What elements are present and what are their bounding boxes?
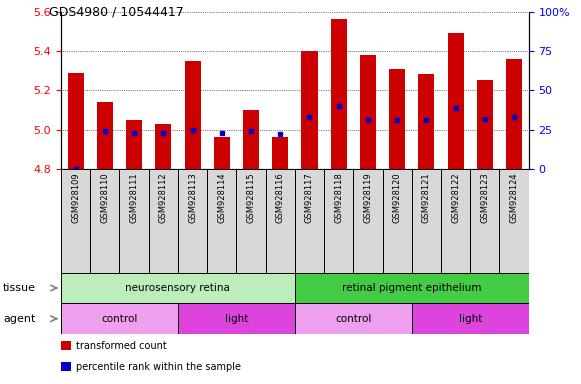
Text: GSM928119: GSM928119	[364, 172, 372, 223]
Bar	[360, 55, 376, 169]
Bar	[120, 169, 149, 273]
Text: neurosensory retina: neurosensory retina	[125, 283, 231, 293]
Bar	[90, 169, 120, 273]
Text: tissue: tissue	[3, 283, 36, 293]
Bar	[272, 137, 288, 169]
Bar	[331, 20, 347, 169]
Text: GSM928113: GSM928113	[188, 172, 197, 223]
Text: transformed count: transformed count	[76, 341, 166, 351]
Text: retinal pigment epithelium: retinal pigment epithelium	[342, 283, 482, 293]
Text: GSM928109: GSM928109	[71, 172, 80, 223]
Bar	[61, 273, 295, 303]
Bar	[61, 303, 178, 334]
Text: control: control	[101, 314, 138, 324]
Bar	[155, 124, 171, 169]
Text: agent: agent	[3, 314, 35, 324]
Text: GSM928112: GSM928112	[159, 172, 168, 223]
Bar	[412, 303, 529, 334]
Bar	[67, 73, 84, 169]
Text: GSM928111: GSM928111	[130, 172, 139, 223]
Text: GSM928124: GSM928124	[510, 172, 519, 223]
Bar	[389, 69, 405, 169]
Bar	[178, 303, 295, 334]
Bar	[295, 303, 412, 334]
Bar	[302, 51, 317, 169]
Text: GSM928114: GSM928114	[217, 172, 226, 223]
Bar	[441, 169, 470, 273]
Bar	[324, 169, 353, 273]
Text: control: control	[335, 314, 371, 324]
Bar	[236, 169, 266, 273]
Text: percentile rank within the sample: percentile rank within the sample	[76, 362, 241, 372]
Bar	[97, 102, 113, 169]
Bar	[506, 59, 522, 169]
Bar	[149, 169, 178, 273]
Text: GSM928118: GSM928118	[334, 172, 343, 223]
Text: GSM928122: GSM928122	[451, 172, 460, 223]
Text: GSM928110: GSM928110	[101, 172, 109, 223]
Text: GSM928115: GSM928115	[246, 172, 256, 223]
Bar	[353, 169, 382, 273]
Bar	[266, 169, 295, 273]
Bar	[207, 169, 236, 273]
Text: GSM928116: GSM928116	[276, 172, 285, 223]
Bar	[477, 80, 493, 169]
Bar	[178, 169, 207, 273]
Bar	[295, 169, 324, 273]
Bar	[470, 169, 500, 273]
Text: GSM928120: GSM928120	[393, 172, 401, 223]
Text: light: light	[458, 314, 482, 324]
Bar	[447, 33, 464, 169]
Bar	[61, 169, 90, 273]
Bar	[214, 137, 230, 169]
Text: GSM928123: GSM928123	[480, 172, 489, 223]
Bar	[295, 273, 529, 303]
Text: GSM928121: GSM928121	[422, 172, 431, 223]
Bar	[418, 74, 435, 169]
Bar	[382, 169, 412, 273]
Bar	[500, 169, 529, 273]
Text: GDS4980 / 10544417: GDS4980 / 10544417	[49, 6, 184, 19]
Text: GSM928117: GSM928117	[305, 172, 314, 223]
Bar	[126, 120, 142, 169]
Bar	[412, 169, 441, 273]
Bar	[243, 110, 259, 169]
Text: light: light	[225, 314, 248, 324]
Bar	[185, 61, 200, 169]
